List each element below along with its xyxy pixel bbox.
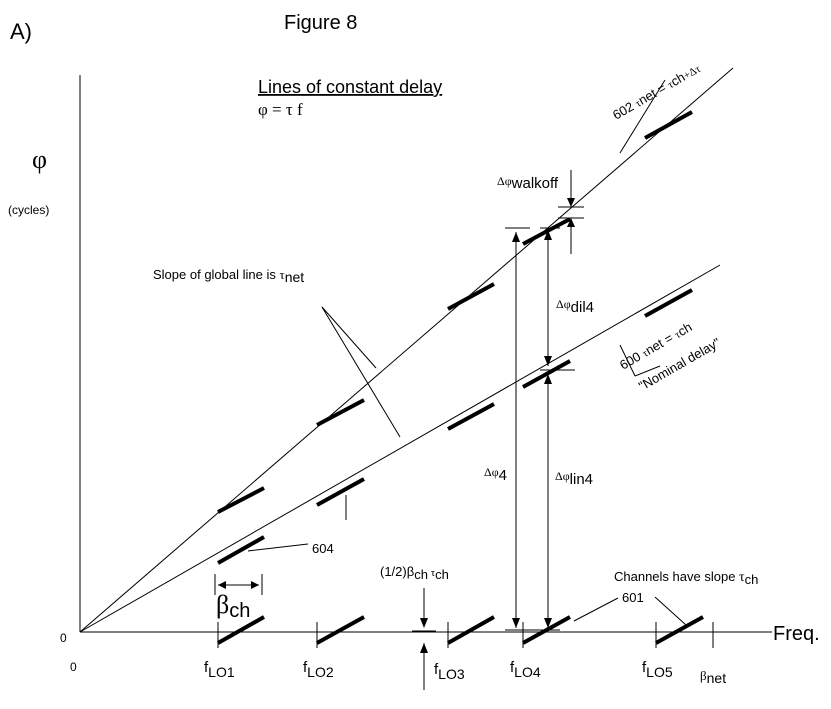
y-axis-units: (cycles)	[8, 203, 49, 217]
base-channel-3	[447, 615, 495, 645]
walkoff-marker	[505, 170, 584, 254]
beta-ch-label: βch	[216, 590, 250, 622]
lower-channel-2	[316, 477, 365, 507]
y-axis-symbol: φ	[32, 145, 47, 174]
upper-channel-5	[644, 110, 693, 140]
line-602-upper	[79, 67, 734, 633]
x-ticks	[217, 622, 714, 648]
lower-channel-3	[447, 402, 495, 431]
beta-ch-bracket	[214, 574, 263, 595]
delta-phi-lin-arrow	[505, 374, 560, 631]
delta-phi-dil-arrow	[540, 230, 575, 371]
heading-equation: φ = τ f	[258, 100, 303, 119]
delta-phi-4-label: Δφ4	[484, 465, 507, 484]
ref-601-label: 601	[622, 590, 644, 605]
upper-channel-4	[522, 217, 571, 246]
walkoff-label: Δφwalkoff	[497, 174, 559, 192]
x-tick-flo4: fLO4	[510, 659, 541, 680]
x-tick-beta-net: βnet	[700, 668, 726, 686]
lower-channel-1	[217, 535, 265, 565]
figure-title: Figure 8	[284, 12, 357, 34]
ref-604-label: 604	[312, 541, 334, 556]
base-channel-2	[316, 615, 365, 645]
heading-title: Lines of constant delay	[258, 77, 442, 97]
upper-channel-2	[316, 398, 365, 427]
x-tick-flo2: fLO2	[303, 659, 334, 680]
base-channel-5	[655, 615, 704, 645]
half-beta-indicator	[412, 588, 436, 690]
delta-phi-dil-label: Δφdil4	[556, 297, 594, 316]
delta-phi-lin-label: Δφlin4	[555, 469, 593, 488]
lower-channel-5	[644, 288, 693, 318]
channels-slope-label: Channels have slope τch	[614, 569, 758, 587]
upper-channel-1	[217, 486, 265, 514]
x-tick-flo1: fLO1	[204, 659, 235, 680]
x-tick-flo5: fLO5	[642, 659, 673, 680]
slope-global-label: Slope of global line is τnet	[153, 267, 304, 285]
x-tick-flo3: fLO3	[434, 661, 465, 682]
base-channel-1	[217, 615, 265, 645]
line-600-lower	[79, 264, 721, 633]
lower-channel-4	[522, 359, 571, 389]
origin-x-label: 0	[70, 660, 77, 674]
leader-lines	[247, 79, 687, 626]
x-axis-label: Freq.	[773, 623, 820, 645]
origin-y-label: 0	[60, 631, 67, 645]
upper-channel-3	[447, 282, 495, 311]
half-beta-label: (1/2)βch τch	[380, 564, 449, 582]
panel-label: A)	[10, 19, 32, 44]
delta-phi-4-arrow	[512, 232, 520, 628]
